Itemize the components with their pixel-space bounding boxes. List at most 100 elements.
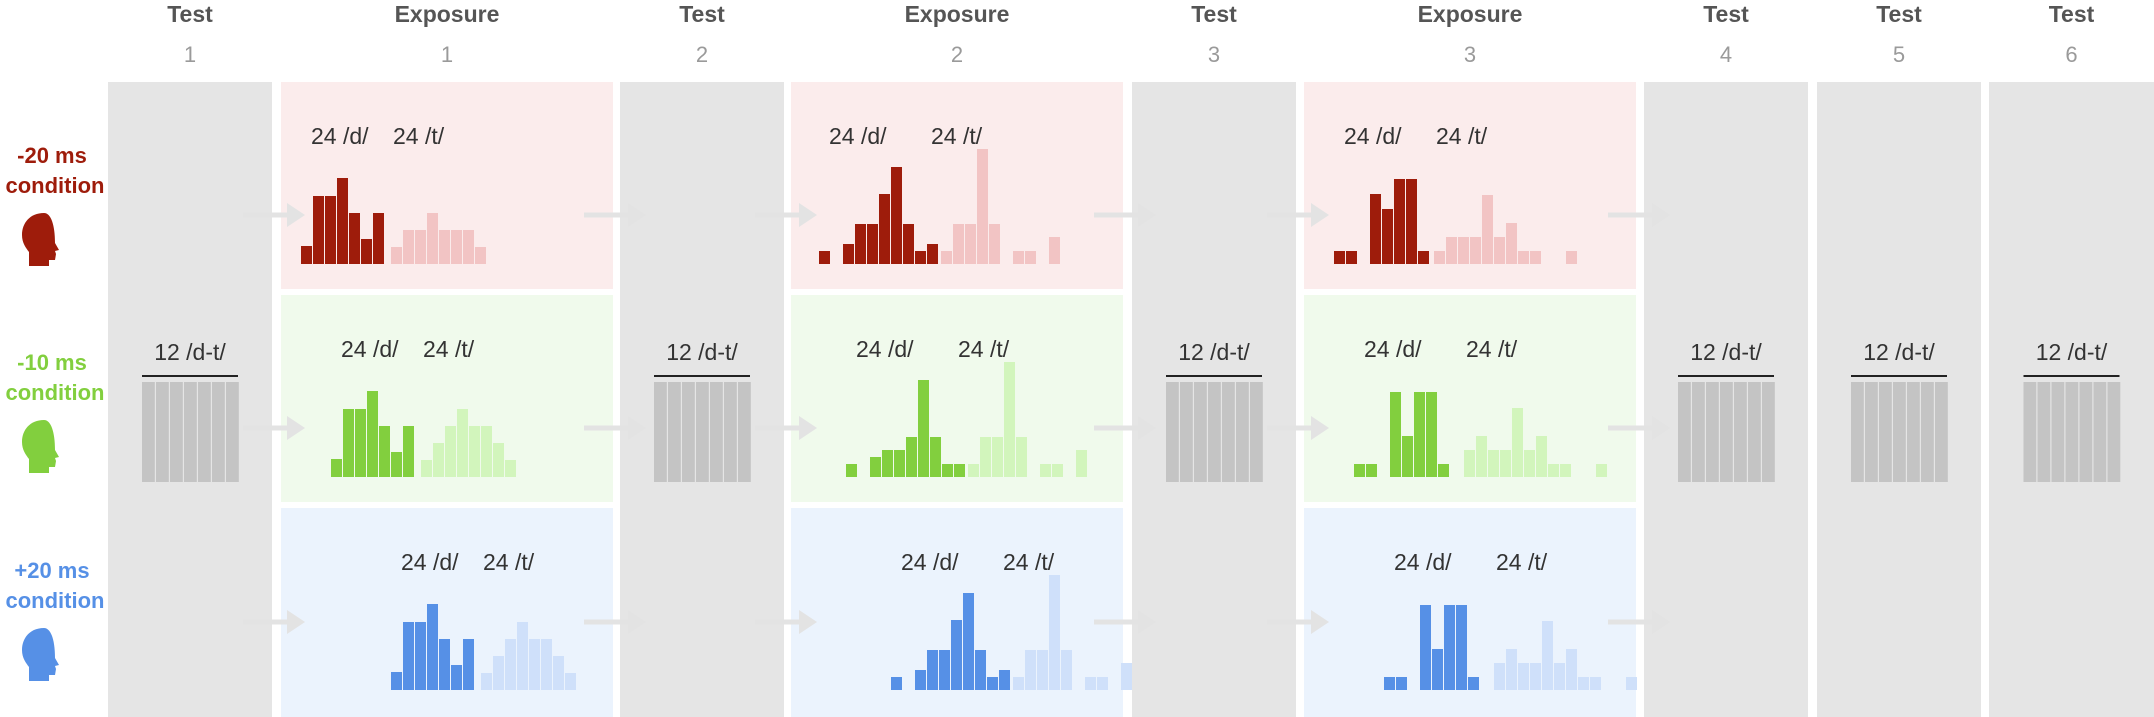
test-trial-bar — [710, 382, 723, 482]
d-distribution-bar — [894, 450, 905, 477]
d-distribution-bar — [1382, 209, 1393, 264]
d-distribution-bar — [337, 178, 348, 264]
condition-word: condition — [6, 380, 105, 405]
t-distribution-bar — [1590, 677, 1601, 690]
t-distribution-bar — [505, 460, 516, 477]
d-distribution-bar — [963, 593, 974, 690]
t-distribution-bar — [1506, 223, 1517, 264]
t-distribution-bar — [1013, 251, 1024, 264]
t-distribution-bar — [941, 251, 952, 264]
flow-arrow-head — [628, 203, 646, 227]
t-distribution-bar — [1464, 450, 1475, 477]
t-distribution-bar — [481, 426, 492, 477]
column-header-test-1: Test 1 — [167, 1, 213, 67]
t-distribution-bar — [1566, 251, 1577, 264]
t-distribution-bar — [469, 426, 480, 477]
t-distribution-bar — [1548, 464, 1559, 477]
d-distribution-bar — [1354, 464, 1365, 477]
d-count-label: 24 /d/ — [829, 123, 887, 149]
exposure-distribution: 24 /d/24 /t/ — [891, 549, 1132, 690]
flow-arrow-head — [1652, 416, 1670, 440]
test-block: 12 /d-t/ — [1166, 339, 1263, 482]
test-trial-bar — [1893, 382, 1906, 482]
condition-label-1: -10 ms condition — [6, 350, 105, 473]
exposure-distribution: 24 /d/24 /t/ — [331, 336, 516, 477]
d-distribution-bar — [918, 380, 929, 477]
flow-arrow-head — [628, 416, 646, 440]
d-distribution-bar — [942, 464, 953, 477]
t-distribution-bar — [1506, 649, 1517, 690]
d-distribution-bar — [891, 167, 902, 264]
flow-arrow-head — [628, 610, 646, 634]
column-title: Exposure — [905, 1, 1010, 27]
d-distribution-bar — [867, 224, 878, 264]
t-distribution-bar — [1560, 464, 1571, 477]
column-title: Test — [1703, 1, 1749, 27]
column-header-exposure-3: Exposure 3 — [1418, 1, 1523, 67]
flow-arrow-head — [799, 416, 817, 440]
t-distribution-bar — [517, 622, 528, 690]
test-trial-bar — [2051, 382, 2065, 482]
d-distribution-bar — [1420, 605, 1431, 690]
column-number: 1 — [441, 42, 453, 67]
test-block: 12 /d-t/ — [1678, 339, 1775, 482]
test-trial-bar — [1678, 382, 1691, 482]
d-distribution-bar — [313, 196, 324, 264]
test-label: 12 /d-t/ — [1863, 339, 1935, 365]
column-header-exposure-1: Exposure 1 — [395, 1, 500, 67]
t-distribution-bar — [989, 224, 1000, 264]
test-trial-bar — [1222, 382, 1235, 482]
t-distribution-bar — [1530, 251, 1541, 264]
flow-arrow — [1267, 416, 1329, 440]
flow-arrow-head — [1138, 416, 1156, 440]
d-distribution-bar — [1394, 179, 1405, 264]
flow-arrow — [584, 416, 646, 440]
t-count-label: 24 /t/ — [931, 123, 983, 149]
d-distribution-bar — [1444, 605, 1455, 690]
t-distribution-bar — [965, 224, 976, 264]
test-block: 12 /d-t/ — [654, 339, 751, 482]
t-distribution-bar — [1446, 237, 1457, 264]
d-distribution-bar — [1468, 677, 1479, 690]
test-label: 12 /d-t/ — [666, 339, 738, 365]
test-label: 12 /d-t/ — [2036, 339, 2108, 365]
test-trial-bar — [142, 382, 155, 482]
test-trial-bar — [2107, 382, 2121, 482]
d-distribution-bar — [882, 450, 893, 477]
test-trial-bar — [2023, 382, 2037, 482]
flow-arrow — [755, 416, 817, 440]
flow-arrow — [243, 416, 305, 440]
d-distribution-bar — [427, 604, 438, 690]
d-distribution-bar — [343, 409, 354, 477]
flow-arrow — [1608, 203, 1670, 227]
test-label: 12 /d-t/ — [1690, 339, 1762, 365]
t-count-label: 24 /t/ — [1466, 336, 1518, 362]
t-count-label: 24 /t/ — [958, 336, 1010, 362]
column-header-test-5: Test 5 — [1876, 1, 1922, 67]
test-label: 12 /d-t/ — [1178, 339, 1250, 365]
d-distribution-bar — [1406, 179, 1417, 264]
d-distribution-bar — [999, 670, 1010, 690]
t-distribution-bar — [1596, 464, 1607, 477]
flow-arrow — [584, 203, 646, 227]
d-count-label: 24 /d/ — [401, 549, 459, 575]
t-distribution-bar — [953, 224, 964, 264]
exposure-distribution: 24 /d/24 /t/ — [1384, 549, 1637, 690]
column-header-test-3: Test 3 — [1191, 1, 1237, 67]
d-distribution-bar — [355, 409, 366, 477]
d-distribution-bar — [927, 244, 938, 264]
d-distribution-bar — [879, 194, 890, 264]
column-number: 4 — [1720, 42, 1732, 67]
t-distribution-bar — [451, 230, 462, 264]
test-trial-bar — [724, 382, 737, 482]
t-distribution-bar — [1085, 677, 1096, 690]
test-trial-bar — [1706, 382, 1719, 482]
t-count-label: 24 /t/ — [1436, 123, 1488, 149]
t-distribution-bar — [977, 149, 988, 264]
d-distribution-bar — [403, 622, 414, 690]
t-distribution-bar — [1494, 237, 1505, 264]
flow-arrow-head — [287, 203, 305, 227]
d-distribution-bar — [930, 437, 941, 477]
d-count-label: 24 /d/ — [311, 123, 369, 149]
flow-arrow-head — [799, 610, 817, 634]
